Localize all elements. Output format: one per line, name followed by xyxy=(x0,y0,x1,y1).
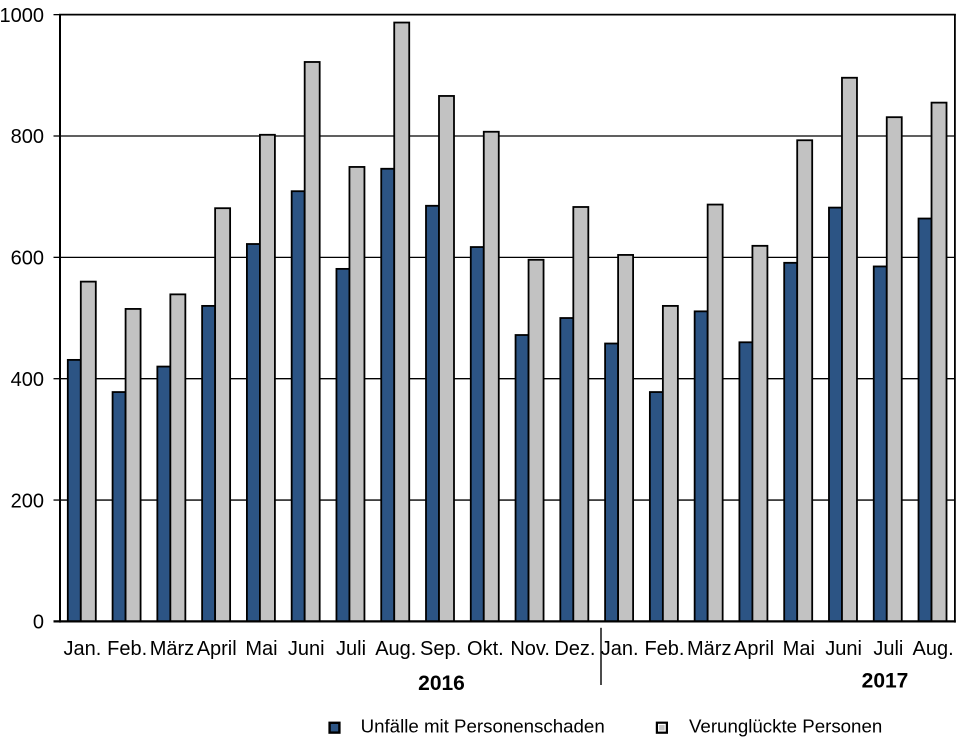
svg-text:März: März xyxy=(687,638,731,660)
svg-text:Dez.: Dez. xyxy=(554,638,595,660)
svg-text:0: 0 xyxy=(33,612,44,634)
svg-text:Sep.: Sep. xyxy=(420,638,461,660)
svg-text:Juli: Juli xyxy=(336,638,366,660)
svg-text:März: März xyxy=(150,638,194,660)
svg-text:2017: 2017 xyxy=(862,670,909,693)
svg-text:Mai: Mai xyxy=(783,638,815,660)
svg-text:Jan.: Jan. xyxy=(601,638,639,660)
svg-text:Okt.: Okt. xyxy=(467,638,504,660)
svg-text:Feb.: Feb. xyxy=(107,638,147,660)
svg-text:Aug.: Aug. xyxy=(913,638,954,660)
svg-text:Nov.: Nov. xyxy=(510,638,550,660)
svg-text:1000: 1000 xyxy=(0,5,44,27)
svg-text:Unfälle mit Personenschaden: Unfälle mit Personenschaden xyxy=(361,716,605,737)
svg-text:2016: 2016 xyxy=(418,672,465,695)
svg-text:April: April xyxy=(734,638,774,660)
svg-text:April: April xyxy=(197,638,237,660)
svg-text:800: 800 xyxy=(11,126,44,148)
svg-text:Verunglückte Personen: Verunglückte Personen xyxy=(689,716,882,737)
svg-text:Juni: Juni xyxy=(825,638,862,660)
svg-text:600: 600 xyxy=(11,248,44,270)
svg-text:Juli: Juli xyxy=(873,638,903,660)
svg-text:Jan.: Jan. xyxy=(63,638,101,660)
svg-text:Juni: Juni xyxy=(288,638,325,660)
svg-text:Aug.: Aug. xyxy=(375,638,416,660)
svg-text:200: 200 xyxy=(11,490,44,512)
svg-text:400: 400 xyxy=(11,369,44,391)
svg-text:Feb.: Feb. xyxy=(644,638,684,660)
svg-text:Mai: Mai xyxy=(245,638,277,660)
